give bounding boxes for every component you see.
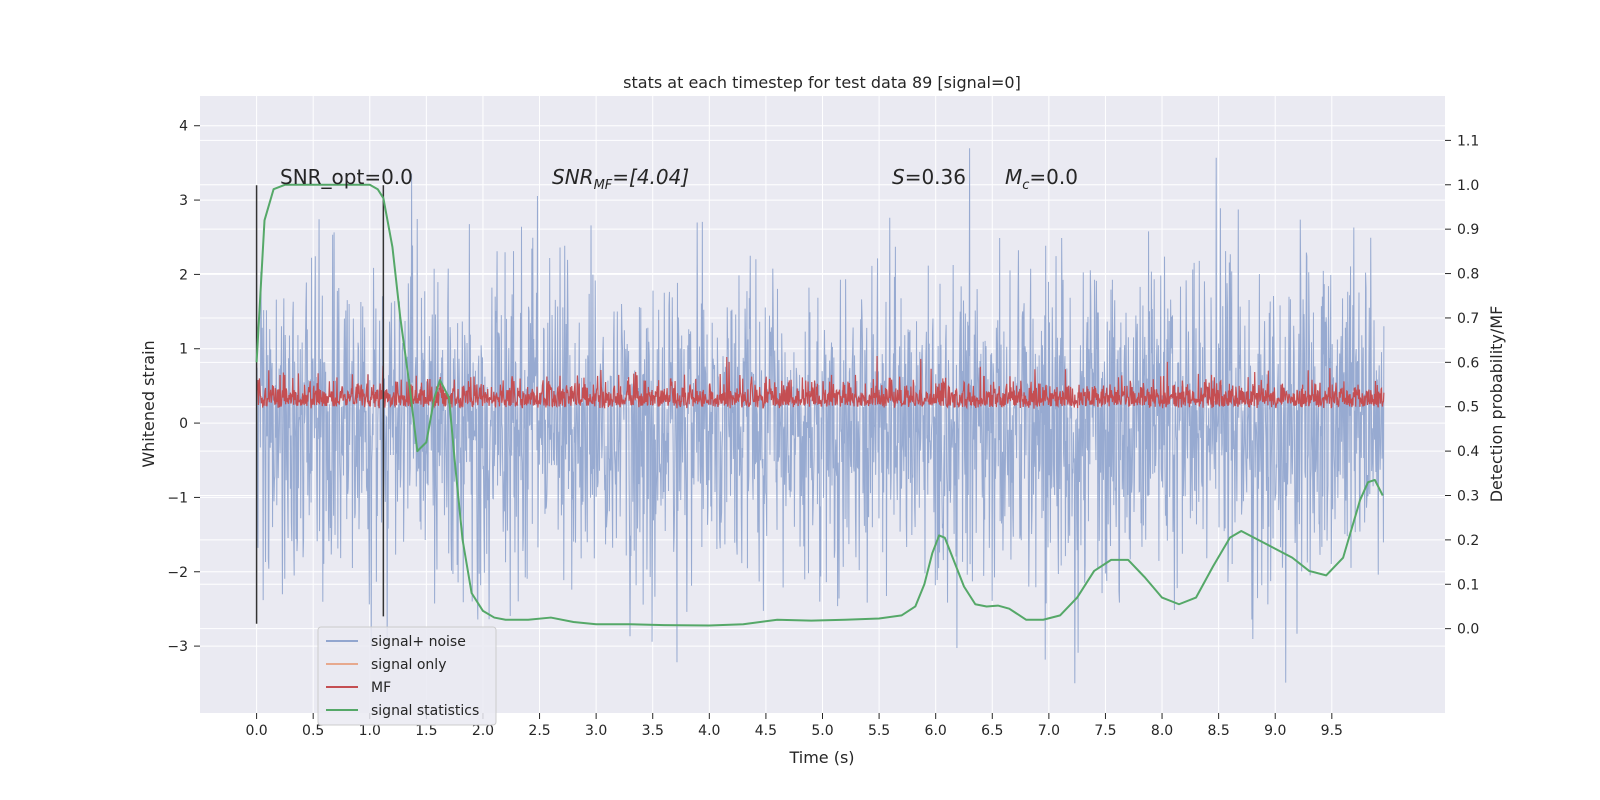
signal-noise-line (256, 148, 1385, 684)
y-tick-label: −1 (167, 490, 188, 506)
mf-line (255, 356, 1385, 410)
y2-tick-label: 0.3 (1457, 488, 1479, 504)
legend-label-mf: MF (371, 680, 391, 696)
y2-tick-label: 0.7 (1457, 311, 1479, 327)
x-tick-label: 4.5 (755, 723, 777, 739)
x-tick-label: 3.5 (642, 723, 664, 739)
x-tick-label: 3.0 (585, 723, 607, 739)
legend-label-noise: signal+ noise (371, 634, 466, 650)
x-tick-label: 5.5 (868, 723, 890, 739)
x-tick-label: 6.0 (925, 723, 947, 739)
vertical-markers (255, 185, 385, 624)
x-tick-label: 9.0 (1264, 723, 1286, 739)
x-tick-label: 6.5 (981, 723, 1003, 739)
y2-axis-ticks: 1.1 1.0 0.9 0.8 0.7 0.6 0.5 0.4 0.3 0.2 0.1 0.0 (1445, 133, 1479, 638)
y-tick-label: 4 (179, 119, 188, 135)
x-axis-ticks: 0.0 0.5 1.0 1.5 2.0 2.5 3.0 3.5 4.0 4.5 5.0 5.5 6.0 6… (245, 713, 1343, 739)
y2-tick-label: 0.0 (1457, 622, 1479, 638)
x-tick-label: 1.5 (415, 723, 437, 739)
x-tick-label: 7.0 (1038, 723, 1060, 739)
signal-noise-series (256, 148, 1385, 684)
x-tick-label: 1.0 (359, 723, 381, 739)
mf-series (255, 356, 1385, 410)
x-tick-label: 8.5 (1208, 723, 1230, 739)
x-tick-label: 2.5 (528, 723, 550, 739)
y-axis-title: Whitened strain (139, 340, 158, 467)
annotation-mc: Mc=0.0 (1005, 165, 1078, 193)
signal-statistics-line (255, 183, 1384, 627)
legend: signal+ noise signal only MF signal stat… (317, 626, 497, 726)
y-axis-ticks: 4 3 2 1 0 −1 −2 −3 (167, 119, 200, 655)
annotation-snr-mf: SNRMF=[4.04] (552, 165, 689, 193)
x-tick-label: 7.5 (1094, 723, 1116, 739)
y2-tick-label: 0.5 (1457, 400, 1479, 416)
y2-tick-label: 0.9 (1457, 222, 1479, 238)
annotations: SNR_opt=0.0 SNRMF=[4.04] S=0.36 Mc=0.0 (280, 165, 1078, 193)
x-tick-label: 5.0 (811, 723, 833, 739)
x-tick-label: 8.0 (1151, 723, 1173, 739)
x-axis-title: Time (s) (788, 748, 854, 767)
y-tick-label: 3 (179, 193, 188, 209)
y2-axis-title: Detection probability/MF (1487, 306, 1506, 503)
y2-tick-label: 0.4 (1457, 444, 1479, 460)
x-tick-label: 9.5 (1321, 723, 1343, 739)
y-tick-label: −2 (167, 565, 188, 581)
x-tick-label: 2.0 (472, 723, 494, 739)
x-tick-label: 0.0 (245, 723, 267, 739)
chart-title: stats at each timestep for test data 89 … (623, 73, 1021, 92)
y-tick-label: 0 (179, 416, 188, 432)
y2-tick-label: 1.0 (1457, 178, 1479, 194)
y-tick-label: −3 (167, 639, 188, 655)
signal-statistics-series (255, 183, 1384, 627)
y2-tick-label: 0.1 (1457, 577, 1479, 593)
annotation-snr-opt: SNR_opt=0.0 (280, 165, 413, 189)
y2-tick-label: 1.1 (1457, 133, 1479, 149)
y2-tick-label: 0.8 (1457, 267, 1479, 283)
legend-box (317, 626, 497, 726)
legend-label-signal-only: signal only (371, 657, 446, 673)
y-tick-label: 1 (179, 342, 188, 358)
y2-tick-label: 0.6 (1457, 355, 1479, 371)
y-tick-label: 2 (179, 267, 188, 283)
y2-tick-label: 0.2 (1457, 533, 1479, 549)
annotation-s: S=0.36 (892, 165, 966, 189)
legend-label-statistics: signal statistics (371, 703, 479, 719)
x-tick-label: 0.5 (302, 723, 324, 739)
x-tick-label: 4.0 (698, 723, 720, 739)
